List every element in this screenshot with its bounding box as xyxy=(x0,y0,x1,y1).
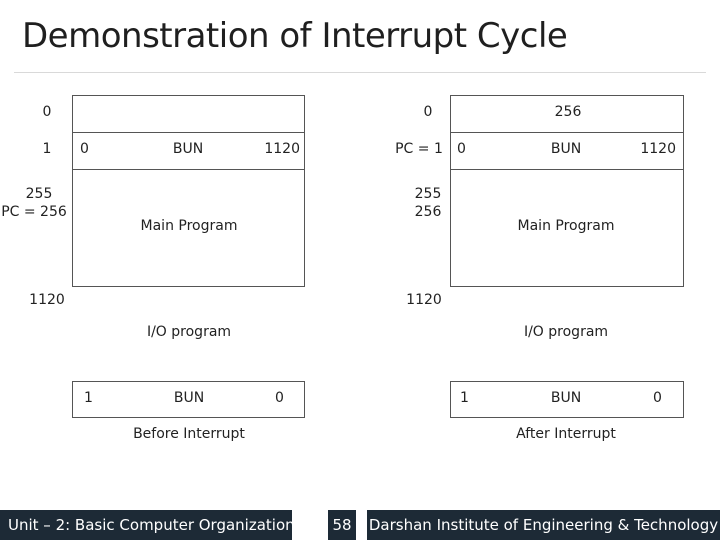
before-io-program-label: I/O program xyxy=(146,324,232,340)
after-pc-address: PC = 1 xyxy=(395,141,443,157)
after-main-program-label: Main Program xyxy=(517,218,615,234)
before-address-1120: 1120 xyxy=(29,292,65,308)
before-last-word-opcode: BUN xyxy=(173,390,205,406)
before-memory-upper xyxy=(72,95,305,287)
after-last-word-address: 0 xyxy=(653,390,662,406)
before-word-1-address: 1120 xyxy=(264,141,300,157)
before-word-1-indirect-bit: 0 xyxy=(80,141,89,157)
after-address-255: 255 xyxy=(414,186,442,202)
after-last-word-opcode: BUN xyxy=(550,390,582,406)
after-address-1120: 1120 xyxy=(406,292,442,308)
before-address-255: 255 xyxy=(25,186,53,202)
after-interrupt-caption: After Interrupt xyxy=(516,426,616,442)
title-divider xyxy=(14,72,706,73)
after-memory-upper xyxy=(450,95,684,287)
after-row-divider-1 xyxy=(450,169,684,170)
after-address-0: 0 xyxy=(423,104,433,120)
before-word-1-opcode: BUN xyxy=(172,141,204,157)
before-row-divider-1 xyxy=(72,169,305,170)
after-word-1-opcode: BUN xyxy=(550,141,582,157)
footer-unit-label: Unit – 2: Basic Computer Organization xyxy=(0,510,295,540)
before-address-1: 1 xyxy=(42,141,52,157)
before-memory-last-word xyxy=(72,381,305,418)
before-row-divider-0 xyxy=(72,132,305,133)
after-word-1-address: 1120 xyxy=(640,141,676,157)
after-io-program-label: I/O program xyxy=(523,324,609,340)
before-address-0: 0 xyxy=(42,104,52,120)
before-last-word-indirect-bit: 1 xyxy=(84,390,93,406)
before-last-word-address: 0 xyxy=(275,390,284,406)
footer-page-number: 58 xyxy=(328,510,356,540)
after-address-256: 256 xyxy=(414,204,442,220)
footer-institute-name: Darshan Institute of Engineering & Techn… xyxy=(367,510,720,540)
after-memory-word-0: 256 xyxy=(554,104,582,120)
after-word-1-indirect-bit: 0 xyxy=(457,141,466,157)
before-pc-address: PC = 256 xyxy=(1,204,67,220)
before-main-program-label: Main Program xyxy=(140,218,238,234)
after-memory-last-word xyxy=(450,381,684,418)
before-interrupt-caption: Before Interrupt xyxy=(133,426,245,442)
after-row-divider-0 xyxy=(450,132,684,133)
after-last-word-indirect-bit: 1 xyxy=(460,390,469,406)
slide-title: Demonstration of Interrupt Cycle xyxy=(22,16,568,56)
